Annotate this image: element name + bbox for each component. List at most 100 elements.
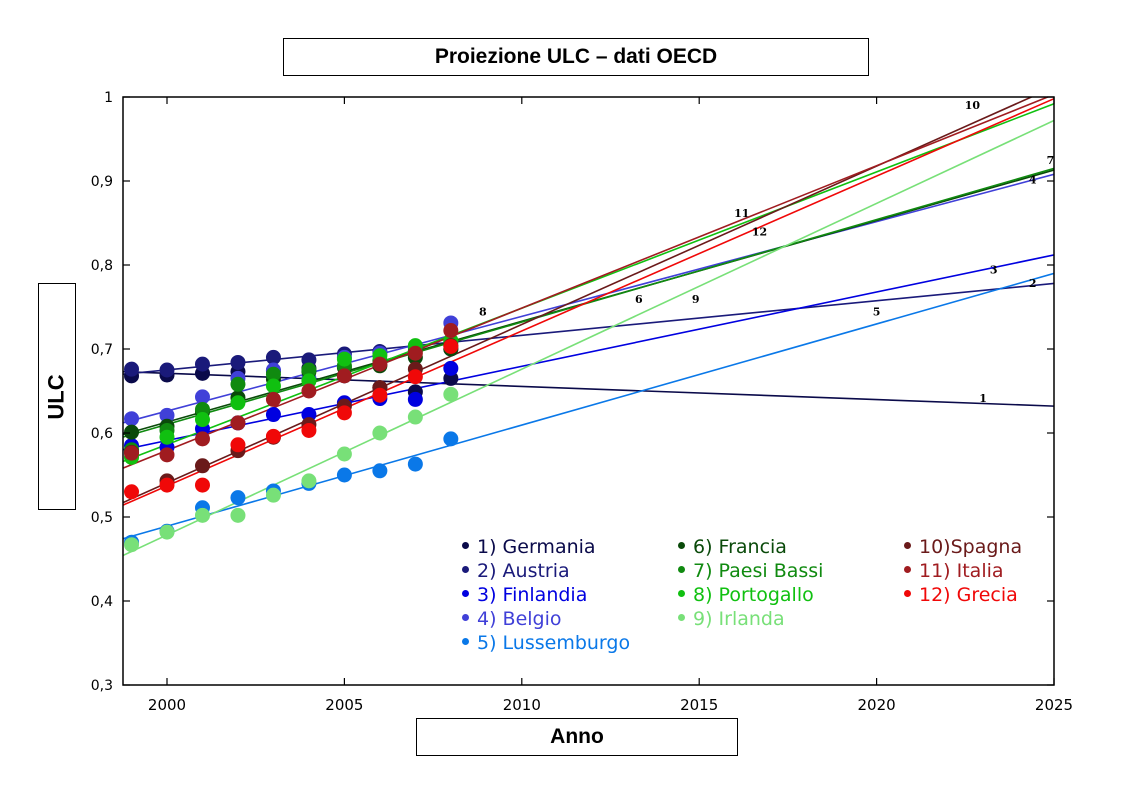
legend-item: 11) Italia — [904, 559, 1004, 583]
x-axis-label: Anno — [416, 718, 738, 756]
line-label-8: 8 — [479, 305, 487, 318]
data-point-4 — [124, 411, 140, 427]
data-point-2 — [265, 349, 281, 365]
x-tick-label: 2025 — [1035, 696, 1073, 714]
data-point-12 — [407, 369, 423, 385]
trend-lines — [123, 97, 1054, 557]
legend-item: 3) Finlandia — [462, 583, 587, 607]
data-point-12 — [194, 477, 210, 493]
data-point-12 — [372, 387, 388, 403]
data-point-12 — [230, 437, 246, 453]
x-tick-label: 2000 — [148, 696, 186, 714]
data-point-5 — [407, 456, 423, 472]
line-label-11: 11 — [734, 207, 749, 220]
legend: 1) Germania 2) Austria 3) Finlandia 4) Belg… — [462, 535, 1062, 665]
y-tick-label: 1 — [104, 90, 113, 106]
data-point-7 — [265, 366, 281, 382]
data-point-12 — [443, 338, 459, 354]
legend-label: 8) Portogallo — [693, 584, 814, 606]
legend-item: 10)Spagna — [904, 535, 1022, 559]
trend-line-2 — [123, 282, 1054, 375]
y-axis: 0,3 0,4 0,5 0,6 0,7 0,8 0,9 1 — [91, 90, 1054, 694]
data-point-5 — [443, 431, 459, 447]
legend-marker — [462, 614, 469, 621]
data-point-12 — [159, 477, 175, 493]
y-tick-label: 0,6 — [91, 426, 113, 442]
legend-marker — [904, 590, 911, 597]
data-point-2 — [124, 361, 140, 377]
data-point-8 — [194, 412, 210, 428]
trend-line-11 — [123, 97, 1050, 470]
data-point-12 — [301, 422, 317, 438]
data-point-5 — [372, 463, 388, 479]
data-point-8 — [159, 429, 175, 445]
data-point-4 — [194, 389, 210, 405]
data-point-11 — [336, 368, 352, 384]
data-point-9 — [194, 507, 210, 523]
legend-marker — [462, 638, 469, 645]
y-tick-label: 0,9 — [91, 174, 113, 190]
data-point-9 — [159, 524, 175, 540]
x-axis: 2000 2005 2010 2015 2020 2025 — [148, 97, 1073, 714]
legend-label: 1) Germania — [477, 536, 596, 558]
data-point-3 — [407, 391, 423, 407]
data-points — [124, 315, 459, 553]
legend-item: 1) Germania — [462, 535, 596, 559]
x-tick-label: 2020 — [858, 696, 896, 714]
x-axis-label-text: Anno — [550, 725, 604, 748]
legend-label: 12) Grecia — [919, 584, 1018, 606]
x-tick-label: 2005 — [325, 696, 363, 714]
trend-line-12 — [123, 97, 1054, 506]
chart-title: Proiezione ULC – dati OECD — [283, 38, 869, 76]
data-point-11 — [443, 323, 459, 339]
legend-marker — [462, 542, 469, 549]
legend-label: 11) Italia — [919, 560, 1004, 582]
trend-line-10 — [123, 97, 1034, 504]
legend-label: 2) Austria — [477, 560, 570, 582]
data-point-11 — [230, 415, 246, 431]
data-point-9 — [124, 537, 140, 553]
data-point-11 — [301, 383, 317, 399]
legend-label: 3) Finlandia — [477, 584, 588, 606]
trend-line-3 — [123, 254, 1054, 451]
legend-item: 8) Portogallo — [678, 583, 814, 607]
legend-label: 10)Spagna — [919, 536, 1023, 558]
legend-marker — [678, 590, 685, 597]
data-point-11 — [124, 445, 140, 461]
data-point-7 — [301, 362, 317, 378]
y-tick-label: 0,8 — [91, 258, 113, 274]
data-point-2 — [159, 362, 175, 378]
y-axis-label-text: ULC — [44, 373, 69, 420]
data-point-9 — [443, 386, 459, 402]
line-label-9: 9 — [692, 293, 700, 306]
data-point-6 — [124, 424, 140, 440]
data-point-8 — [230, 395, 246, 411]
data-point-11 — [372, 356, 388, 372]
legend-marker — [904, 542, 911, 549]
data-point-11 — [265, 391, 281, 407]
legend-marker — [678, 614, 685, 621]
data-point-11 — [194, 431, 210, 447]
legend-marker — [904, 566, 911, 573]
legend-label: 9) Irlanda — [693, 608, 785, 630]
line-label-12: 12 — [752, 226, 767, 239]
legend-label: 5) Lussemburgo — [477, 632, 631, 654]
legend-item: 12) Grecia — [904, 583, 1018, 607]
line-label-3: 3 — [990, 263, 998, 276]
line-label-4: 4 — [1029, 174, 1037, 187]
data-point-12 — [124, 484, 140, 500]
data-point-9 — [407, 409, 423, 425]
legend-marker — [462, 590, 469, 597]
legend-label: 4) Belgio — [477, 608, 562, 630]
legend-item: 4) Belgio — [462, 607, 562, 631]
y-axis-label: ULC — [38, 283, 76, 510]
line-label-10: 10 — [965, 99, 981, 112]
data-point-3 — [443, 360, 459, 376]
data-point-3 — [265, 407, 281, 423]
legend-marker — [678, 566, 685, 573]
data-point-11 — [159, 447, 175, 463]
line-label-5: 5 — [873, 305, 881, 318]
y-tick-label: 0,5 — [91, 510, 113, 526]
